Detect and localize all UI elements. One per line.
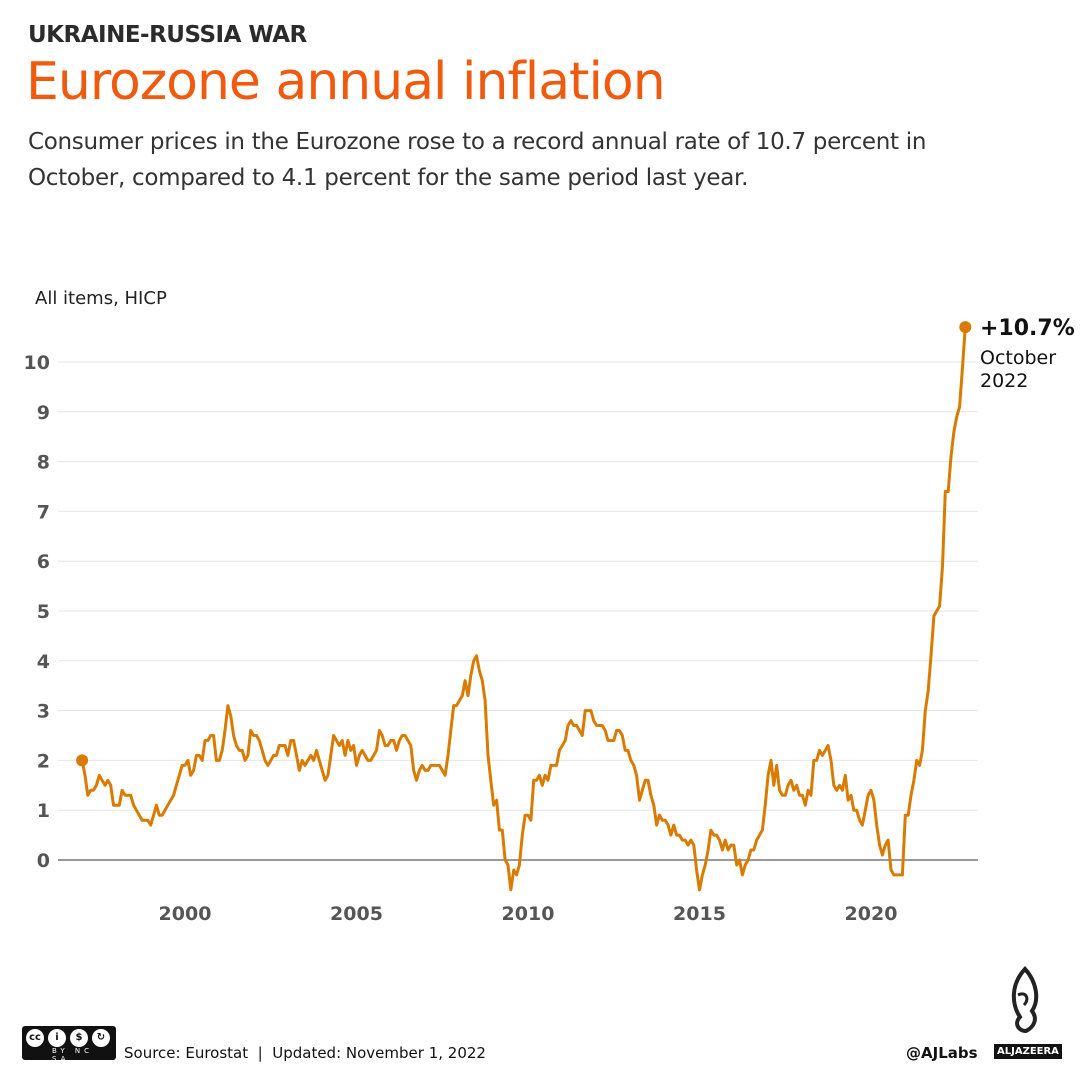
creative-commons-badge: cc i $ ↻ BY NC SA bbox=[22, 1026, 116, 1063]
x-tick-labels: 2000 2005 2010 2015 2020 bbox=[159, 903, 898, 925]
x-tick-label: 2005 bbox=[330, 903, 383, 925]
y-tick-label: 10 bbox=[24, 352, 50, 374]
series-line bbox=[80, 326, 967, 892]
y-tick-label: 0 bbox=[37, 850, 50, 872]
license-labels: BY NC SA bbox=[52, 1047, 94, 1063]
cc-icon: cc bbox=[26, 1029, 44, 1047]
by-icon: i bbox=[48, 1029, 66, 1047]
x-tick-label: 2010 bbox=[502, 903, 555, 925]
x-tick-label: 2020 bbox=[845, 903, 898, 925]
y-tick-label: 1 bbox=[37, 800, 50, 822]
y-tick-label: 5 bbox=[37, 601, 50, 623]
subtitle: Consumer prices in the Eurozone rose to … bbox=[28, 129, 927, 191]
end-value-label: +10.7% bbox=[980, 316, 1075, 341]
brand-wordmark: ALJAZEERA bbox=[994, 1044, 1062, 1059]
source-note: Source: Eurostat | Updated: November 1, … bbox=[124, 1044, 486, 1062]
y-tick-label: 8 bbox=[37, 452, 50, 474]
y-tick-labels: 0 1 2 3 4 5 6 7 8 9 10 bbox=[24, 352, 50, 872]
aljazeera-logo-icon bbox=[1011, 966, 1039, 1034]
y-tick-label: 7 bbox=[37, 501, 50, 523]
x-tick-label: 2000 bbox=[159, 903, 212, 925]
y-tick-label: 2 bbox=[37, 750, 50, 772]
gridlines bbox=[58, 361, 978, 861]
y-tick-label: 6 bbox=[37, 551, 50, 573]
kicker: UKRAINE-RUSSIA WAR bbox=[28, 22, 307, 48]
nc-icon: $ bbox=[70, 1029, 88, 1047]
end-month-label: October bbox=[980, 347, 1057, 369]
end-year-label: 2022 bbox=[980, 370, 1029, 392]
y-axis-label: All items, HICP bbox=[35, 288, 167, 309]
sa-icon: ↻ bbox=[92, 1029, 110, 1047]
y-tick-label: 3 bbox=[37, 701, 50, 723]
x-tick-label: 2015 bbox=[673, 903, 726, 925]
y-tick-label: 4 bbox=[37, 651, 50, 673]
start-point bbox=[76, 754, 89, 767]
y-tick-label: 9 bbox=[37, 402, 50, 424]
page-title: Eurozone annual inflation bbox=[26, 52, 666, 112]
end-point bbox=[959, 321, 972, 334]
twitter-handle: @AJLabs bbox=[906, 1044, 978, 1062]
